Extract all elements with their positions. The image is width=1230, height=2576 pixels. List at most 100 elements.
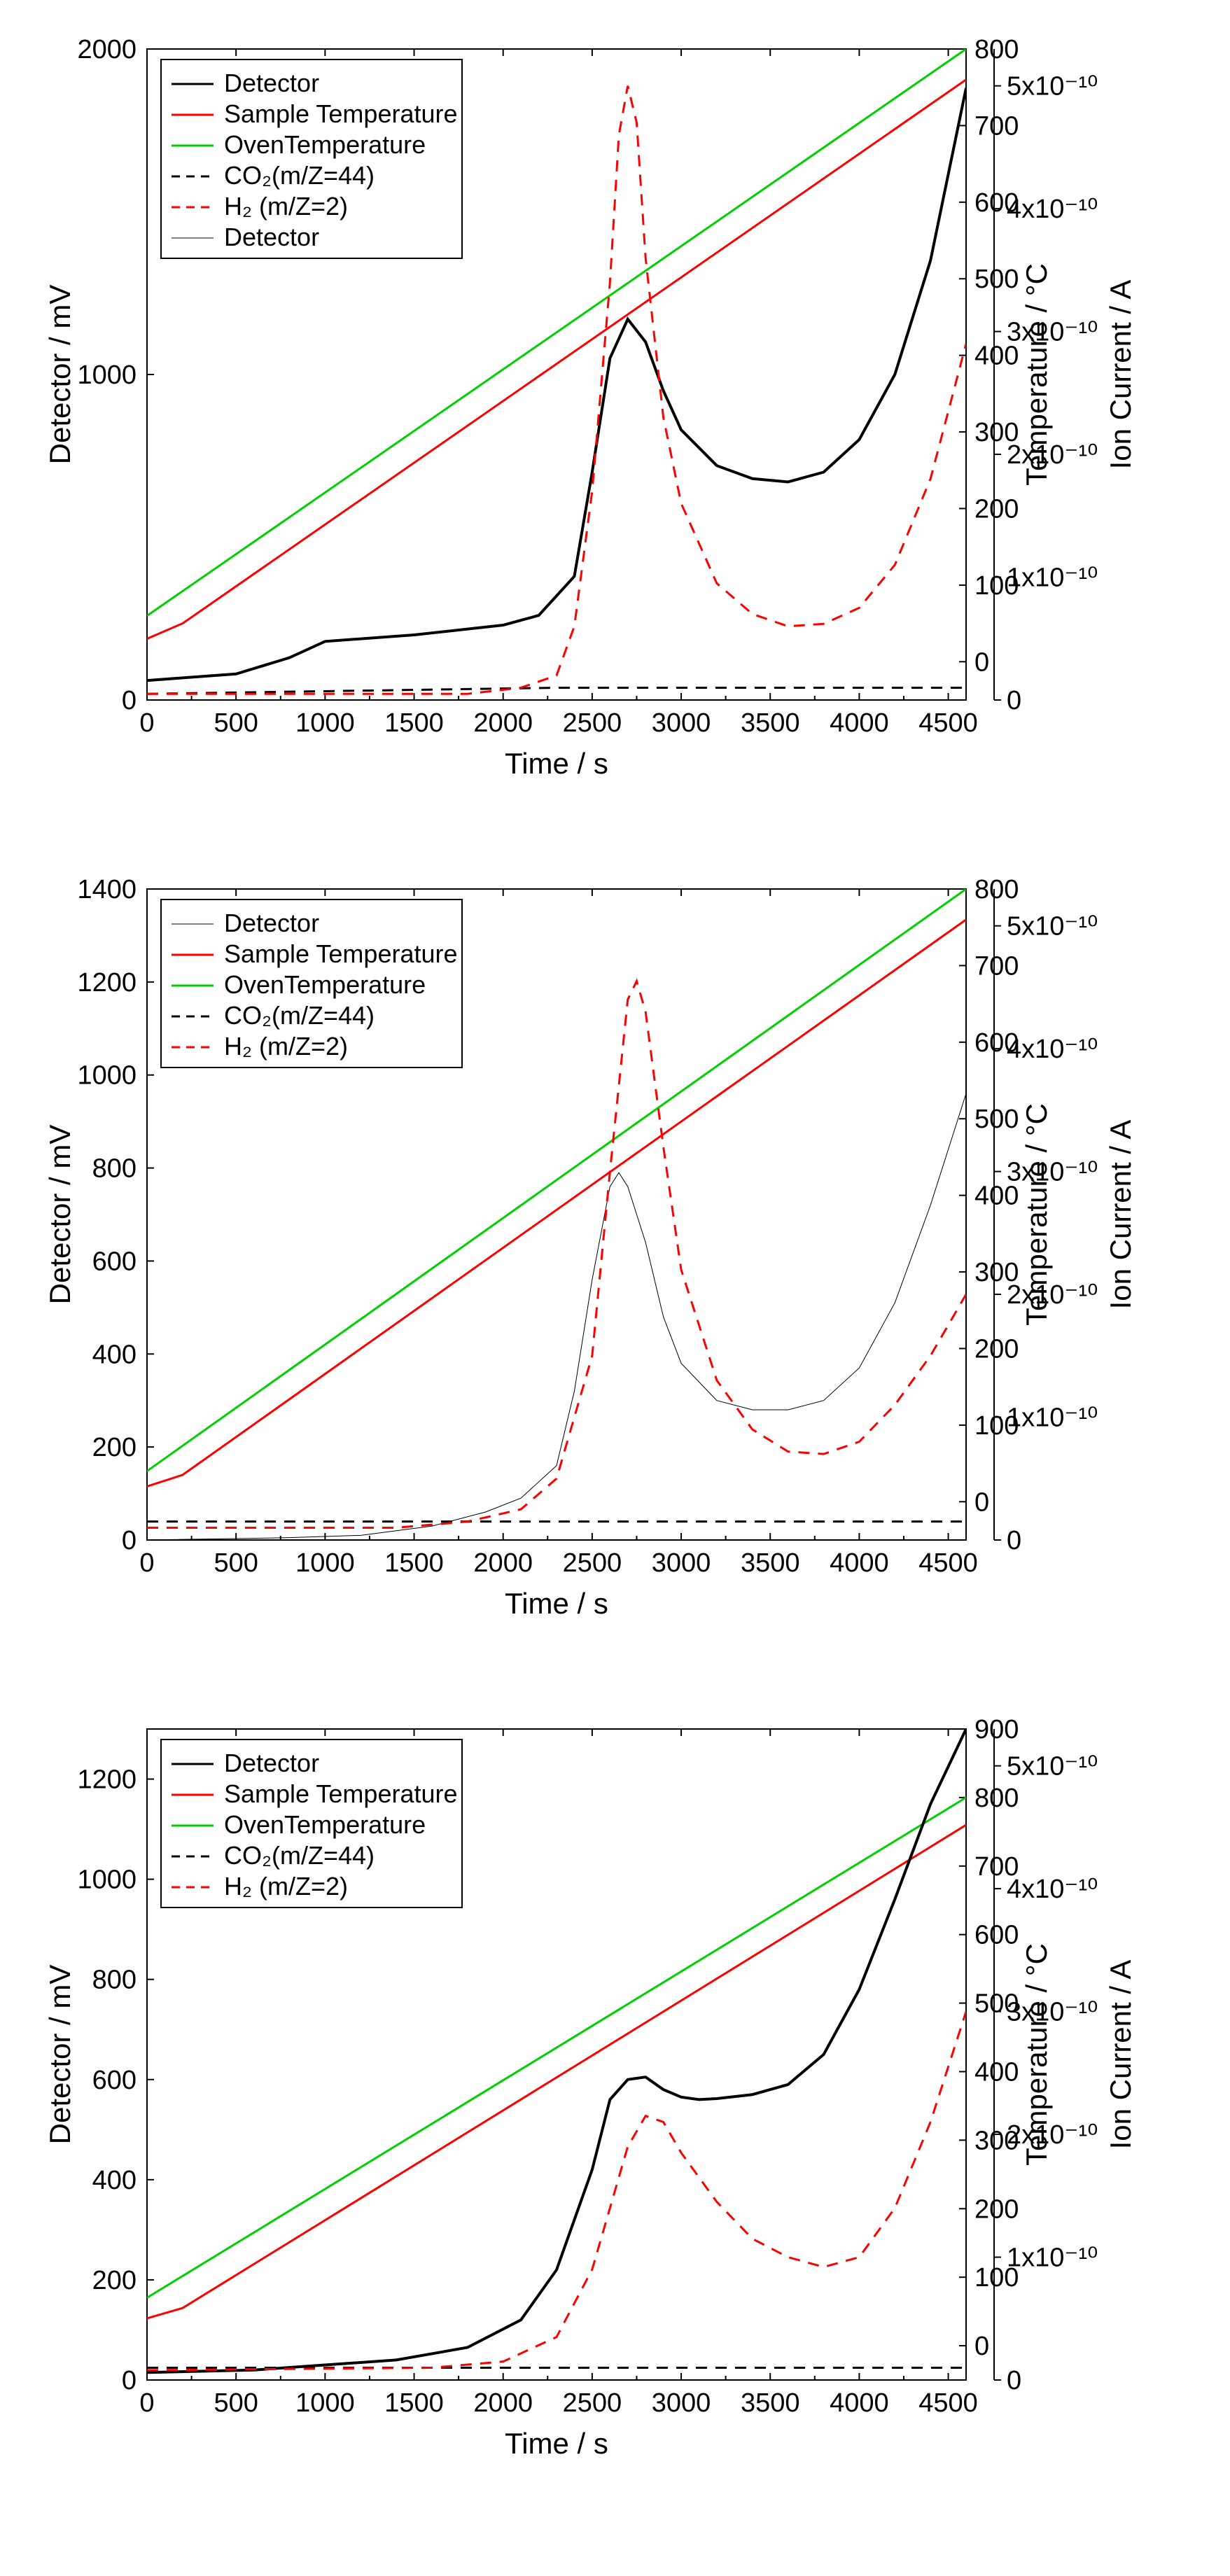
xtick-label: 0 [139, 1548, 154, 1578]
ylabel-left: Detector / mV [43, 1965, 76, 2145]
xtick-label: 500 [214, 2388, 258, 2418]
xtick-label: 2500 [563, 2388, 622, 2418]
legend-label: Sample Temperature [224, 939, 458, 968]
ytick-left-label: 0 [122, 686, 137, 715]
ytick-right2-label: 4x10⁻¹⁰ [1007, 195, 1098, 224]
xtick-label: 4000 [830, 2388, 889, 2418]
ytick-left-label: 1000 [77, 360, 137, 390]
legend-label: CO₂(m/Z=44) [224, 1841, 375, 1870]
xtick-label: 3500 [741, 2388, 800, 2418]
ytick-right1-label: 0 [974, 648, 989, 677]
ytick-right2-label: 5x10⁻¹⁰ [1007, 912, 1098, 941]
ytick-right1-label: 500 [974, 265, 1019, 294]
legend-label: CO₂(m/Z=44) [224, 161, 375, 190]
legend-label: OvenTemperature [224, 1810, 426, 1839]
ylabel-right1: Temperature / °C [1020, 1943, 1053, 2166]
ytick-right2-label: 0 [1007, 1526, 1021, 1555]
ytick-right1-label: 600 [974, 1921, 1019, 1950]
legend-label: H₂ (m/Z=2) [224, 1872, 348, 1900]
ytick-right2-label: 0 [1007, 686, 1021, 715]
ytick-right2-label: 4x10⁻¹⁰ [1007, 1875, 1098, 1904]
ytick-right1-label: 800 [974, 1784, 1019, 1813]
ytick-right1-label: 700 [974, 111, 1019, 141]
ylabel-right1: Temperature / °C [1020, 1103, 1053, 1326]
xtick-label: 500 [214, 708, 258, 738]
xtick-label: 2500 [563, 708, 622, 738]
ytick-right1-label: 200 [974, 2194, 1019, 2224]
ytick-left-label: 1200 [77, 1765, 137, 1795]
ytick-right1-label: 800 [974, 875, 1019, 904]
ytick-right2-label: 1x10⁻¹⁰ [1007, 2244, 1098, 2273]
xtick-label: 3000 [652, 2388, 711, 2418]
ytick-right2-label: 5x10⁻¹⁰ [1007, 1752, 1098, 1782]
ytick-left-label: 0 [122, 1526, 137, 1555]
ytick-right1-label: 200 [974, 494, 1019, 524]
legend-label: Sample Temperature [224, 1779, 458, 1808]
ytick-left-label: 1200 [77, 968, 137, 997]
xtick-label: 1000 [295, 1548, 355, 1578]
xlabel: Time / s [505, 2427, 608, 2460]
ytick-right1-label: 400 [974, 2057, 1019, 2087]
legend-label: OvenTemperature [224, 130, 426, 159]
ytick-right1-label: 0 [974, 2332, 989, 2361]
xtick-label: 2000 [473, 2388, 533, 2418]
xtick-label: 4000 [830, 1548, 889, 1578]
series-Detector [147, 1093, 966, 1540]
ytick-left-label: 400 [92, 1340, 137, 1369]
ytick-right1-label: 200 [974, 1334, 1019, 1364]
ylabel-right1: Temperature / °C [1020, 263, 1053, 486]
ylabel-left: Detector / mV [43, 285, 76, 465]
ytick-right2-label: 1x10⁻¹⁰ [1007, 1404, 1098, 1433]
xlabel: Time / s [505, 747, 608, 780]
ylabel-right2: Ion Current / A [1104, 1120, 1137, 1310]
ytick-left-label: 800 [92, 1966, 137, 1995]
ytick-left-label: 1400 [77, 875, 137, 904]
xtick-label: 2000 [473, 708, 533, 738]
chart-chart2: 0500100015002000250030003500400045000200… [28, 868, 1218, 1638]
ytick-left-label: 1000 [77, 1061, 137, 1091]
ytick-left-label: 200 [92, 2266, 137, 2295]
xtick-label: 3500 [741, 1548, 800, 1578]
ytick-left-label: 0 [122, 2366, 137, 2395]
xtick-label: 2000 [473, 1548, 533, 1578]
legend-label: CO₂(m/Z=44) [224, 1001, 375, 1030]
ytick-right1-label: 500 [974, 1105, 1019, 1134]
xtick-label: 0 [139, 2388, 154, 2418]
legend-label: Sample Temperature [224, 99, 458, 128]
chart-chart1: 0500100015002000250030003500400045000100… [28, 28, 1218, 798]
ytick-left-label: 600 [92, 2066, 137, 2095]
ylabel-right2: Ion Current / A [1104, 1960, 1137, 2150]
legend-label: Detector [224, 909, 319, 937]
ytick-right1-label: 800 [974, 35, 1019, 64]
ytick-left-label: 800 [92, 1154, 137, 1184]
legend-label: Detector [224, 223, 319, 251]
chart-container: 0500100015002000250030003500400045000200… [28, 868, 1202, 1638]
ytick-right1-label: 900 [974, 1715, 1019, 1744]
legend-label: H₂ (m/Z=2) [224, 1032, 348, 1060]
xtick-label: 1500 [384, 2388, 444, 2418]
series-H2 [147, 2012, 966, 2370]
legend-label: Detector [224, 69, 319, 97]
xtick-label: 2500 [563, 1548, 622, 1578]
ytick-right1-label: 700 [974, 951, 1019, 981]
xtick-label: 0 [139, 708, 154, 738]
ytick-left-label: 2000 [77, 35, 137, 64]
legend-label: OvenTemperature [224, 970, 426, 999]
chart-container: 0500100015002000250030003500400045000200… [28, 1708, 1202, 2478]
xlabel: Time / s [505, 1587, 608, 1620]
xtick-label: 1000 [295, 708, 355, 738]
ytick-left-label: 200 [92, 1433, 137, 1462]
legend-label: Detector [224, 1749, 319, 1777]
xtick-label: 4500 [918, 708, 978, 738]
xtick-label: 500 [214, 1548, 258, 1578]
ytick-right2-label: 5x10⁻¹⁰ [1007, 72, 1098, 102]
xtick-label: 3500 [741, 708, 800, 738]
ytick-right2-label: 4x10⁻¹⁰ [1007, 1035, 1098, 1064]
ytick-right1-label: 0 [974, 1488, 989, 1517]
xtick-label: 1500 [384, 708, 444, 738]
ytick-right2-label: 0 [1007, 2366, 1021, 2395]
ytick-left-label: 400 [92, 2166, 137, 2195]
ylabel-left: Detector / mV [43, 1125, 76, 1305]
xtick-label: 1500 [384, 1548, 444, 1578]
xtick-label: 3000 [652, 708, 711, 738]
